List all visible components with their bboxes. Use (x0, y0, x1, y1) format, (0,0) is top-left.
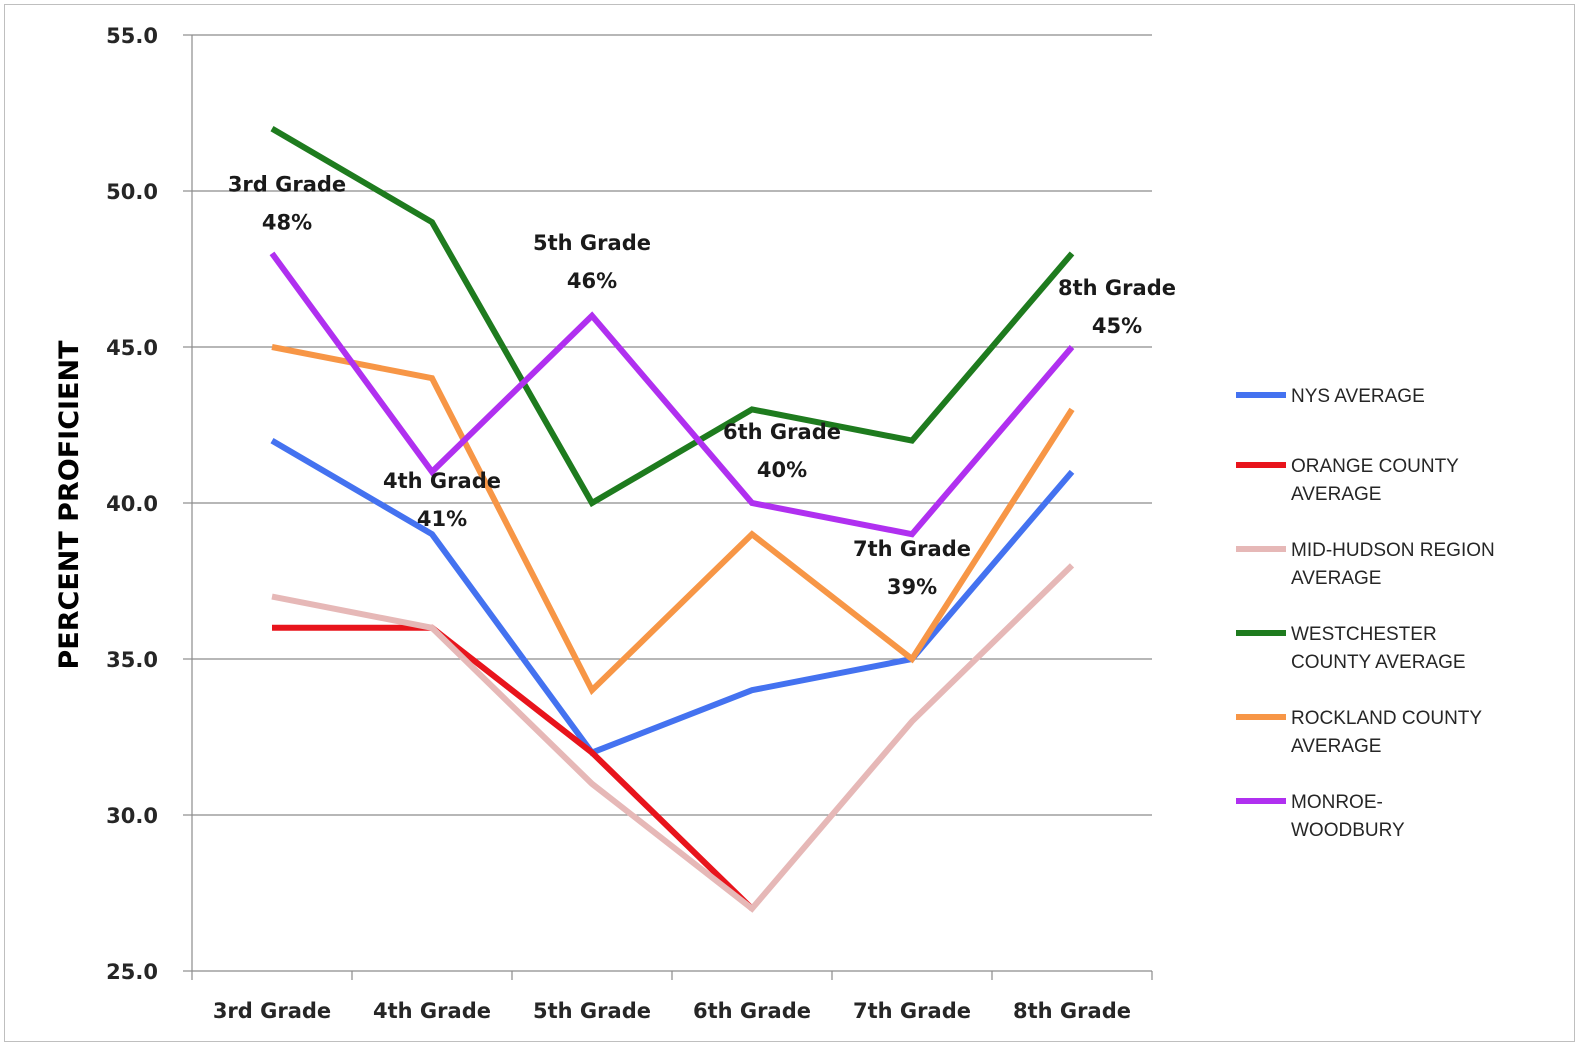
series-line-rockland-county-average (271, 344, 1075, 696)
annotation-value: 40% (757, 458, 807, 482)
x-tick-label: 4th Grade (373, 999, 491, 1023)
annotation-label: 3rd Grade (228, 172, 346, 196)
chart-frame (4, 4, 1575, 1042)
legend-label: COUNTY AVERAGE (1291, 652, 1466, 673)
legend-label: MONROE- (1291, 792, 1383, 813)
x-tick-label: 5th Grade (533, 999, 651, 1023)
axes: 55.0 50.0 45.0 40.0 35.0 30.0 25.0 3rd Grade 4th… (106, 24, 1153, 1023)
legend-label: MID-HUDSON REGION (1291, 540, 1495, 561)
y-tick-label: 35.0 (106, 648, 158, 672)
y-axis-label: PERCENT PROFICIENT (54, 340, 85, 670)
annotation-label: 5th Grade (533, 231, 651, 255)
annotations: 3rd Grade 48% 4th Grade 41% 5th Grade 46% 6th … (228, 172, 1176, 599)
legend-label: WESTCHESTER (1291, 624, 1437, 645)
x-tick-label: 7th Grade (853, 999, 971, 1023)
series-lines (269, 126, 1075, 913)
y-tick-label: 40.0 (106, 492, 158, 516)
series-line-orange-county-average (272, 624, 755, 911)
legend-label: AVERAGE (1291, 568, 1381, 589)
legend: NYS AVERAGE ORANGE COUNTY AVERAGE MID-HUDSO… (1236, 386, 1495, 841)
series-line-monroe-woodbury (269, 251, 1075, 538)
annotation-label: 4th Grade (383, 469, 501, 493)
annotation-value: 39% (887, 575, 937, 599)
legend-label: AVERAGE (1291, 484, 1381, 505)
legend-label: WOODBURY (1291, 820, 1405, 841)
annotation-value: 41% (417, 507, 467, 531)
y-tick-label: 30.0 (106, 804, 158, 828)
annotation-label: 8th Grade (1058, 276, 1176, 300)
series-line-westchester-county-average (270, 126, 1075, 508)
annotation-label: 6th Grade (723, 420, 841, 444)
annotation-value: 46% (567, 269, 617, 293)
y-tick-label: 55.0 (106, 24, 158, 48)
annotation-label: 7th Grade (853, 537, 971, 561)
legend-label: NYS AVERAGE (1291, 386, 1425, 407)
y-tick-label: 50.0 (106, 180, 158, 204)
x-tick-label: 6th Grade (693, 999, 811, 1023)
series-line-nys-average (270, 438, 1075, 757)
y-tick-label: 45.0 (106, 336, 158, 360)
legend-label: AVERAGE (1291, 736, 1381, 757)
series-line-mid-hudson-region-average (271, 563, 1075, 913)
annotation-value: 48% (262, 210, 312, 234)
y-tick-label: 25.0 (106, 960, 158, 984)
annotation-value: 45% (1092, 314, 1142, 338)
legend-label: ORANGE COUNTY (1291, 456, 1459, 477)
x-tick-label: 8th Grade (1013, 999, 1131, 1023)
legend-label: ROCKLAND COUNTY (1291, 708, 1482, 729)
x-tick-label: 3rd Grade (213, 999, 331, 1023)
